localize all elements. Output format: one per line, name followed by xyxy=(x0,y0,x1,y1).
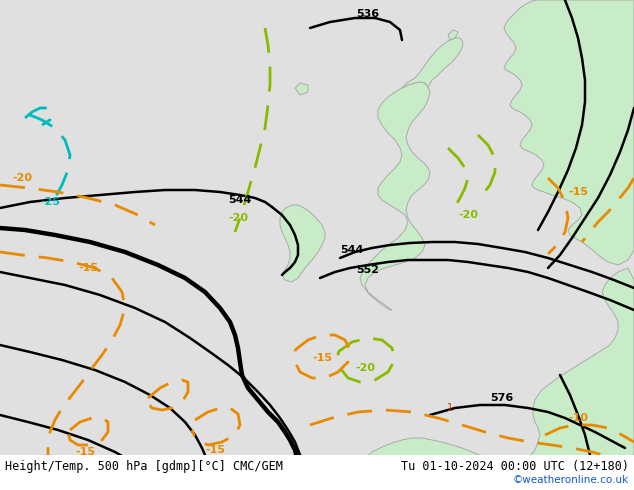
Text: -15: -15 xyxy=(205,445,225,455)
Text: -15: -15 xyxy=(312,353,332,363)
Text: -10: -10 xyxy=(568,413,588,423)
Polygon shape xyxy=(295,83,308,95)
Text: -20: -20 xyxy=(355,363,375,373)
Polygon shape xyxy=(402,38,463,88)
Text: -15: -15 xyxy=(568,187,588,197)
Polygon shape xyxy=(448,30,458,40)
Text: -20: -20 xyxy=(458,210,478,220)
Text: 1: 1 xyxy=(447,403,453,413)
Text: -15: -15 xyxy=(75,447,95,457)
Text: 552: 552 xyxy=(356,265,380,275)
Text: ©weatheronline.co.uk: ©weatheronline.co.uk xyxy=(513,475,629,485)
Polygon shape xyxy=(504,0,634,265)
Bar xyxy=(0,455,634,490)
Text: 576: 576 xyxy=(490,393,514,403)
Polygon shape xyxy=(358,268,634,490)
Text: -15: -15 xyxy=(78,263,98,273)
Text: Tu 01-10-2024 00:00 UTC (12+180): Tu 01-10-2024 00:00 UTC (12+180) xyxy=(401,460,629,472)
Text: Height/Temp. 500 hPa [gdmp][°C] CMC/GEM: Height/Temp. 500 hPa [gdmp][°C] CMC/GEM xyxy=(5,460,283,472)
Text: -20: -20 xyxy=(228,213,248,223)
Text: 536: 536 xyxy=(356,9,380,19)
Text: -25: -25 xyxy=(40,197,60,207)
Polygon shape xyxy=(360,82,430,310)
Text: 544: 544 xyxy=(228,195,252,205)
Polygon shape xyxy=(280,205,325,282)
Text: -20: -20 xyxy=(12,173,32,183)
Text: 544: 544 xyxy=(340,245,364,255)
